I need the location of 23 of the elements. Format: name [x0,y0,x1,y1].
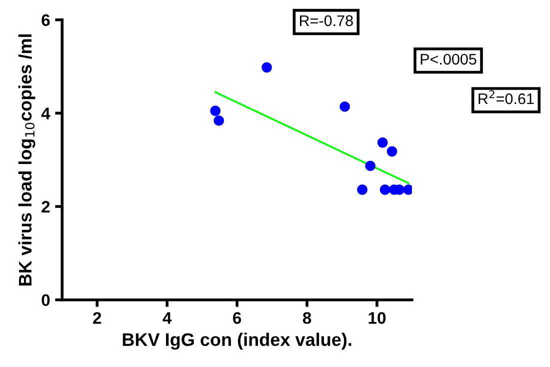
point [210,106,221,116]
x-axis-title: BKV IgG con (index value). [122,332,352,350]
y-tick-label: 4 [41,108,50,120]
text: R$^{2}$=0.61 [478,90,534,104]
point [262,62,272,73]
x-tick-label: 6 [233,312,242,324]
y-tick-label: 0 [42,294,50,306]
point [377,137,388,148]
y-axis-title: BK virus load log$_{10}$copies /ml [18,34,36,286]
point [340,101,350,112]
x-tick-label: 2 [93,312,102,324]
point [380,184,390,195]
point [214,115,224,126]
x-tick-label: 8 [302,312,312,324]
point [386,146,398,157]
annotation: R=-0.78 [300,15,353,26]
y-tick-label: 6 [42,14,50,26]
x-tick-label: 10 [368,312,386,324]
point [357,184,368,195]
y-tick-label: 2 [42,200,50,213]
text: P<.0005 [420,54,476,65]
x-tick-label: 4 [162,312,172,324]
point [365,160,376,172]
